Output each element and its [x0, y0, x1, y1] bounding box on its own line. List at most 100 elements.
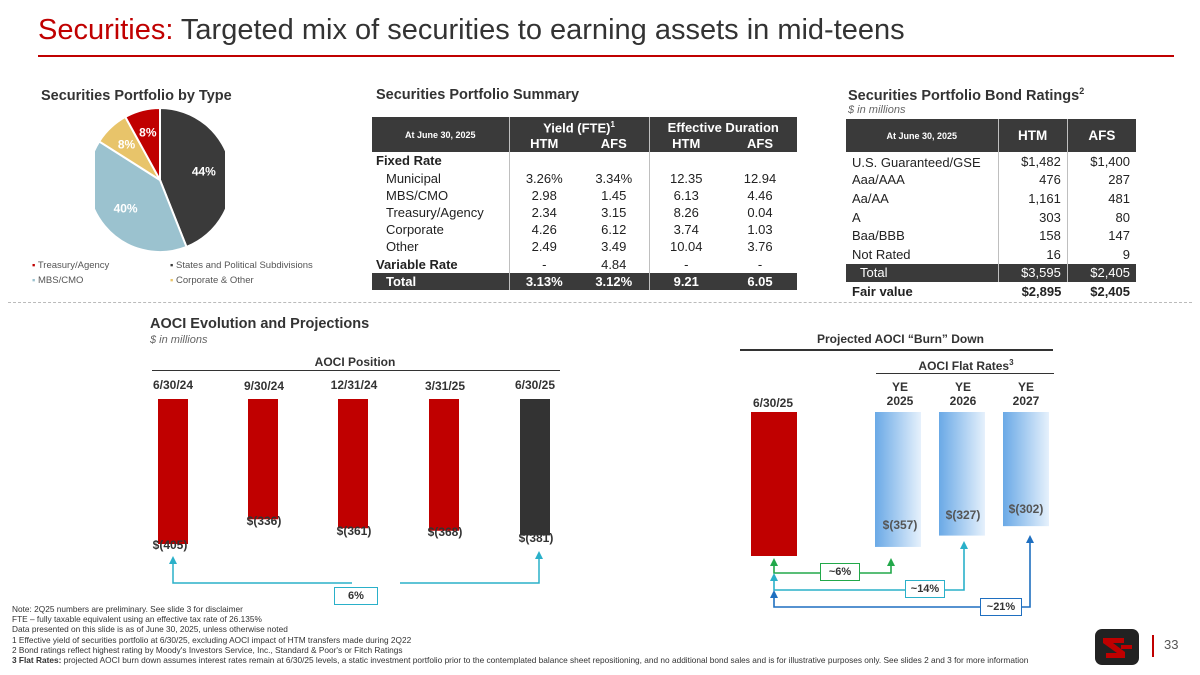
- arrow-up-icon: [770, 590, 778, 598]
- pie-slice: [159, 106, 225, 249]
- legend-label: MBS/CMO: [38, 275, 84, 286]
- aoci-value-label: $(381): [518, 531, 554, 545]
- yield-htm: -: [508, 255, 579, 273]
- table-row: Municipal 3.26% 3.34% 12.35 12.94: [372, 169, 797, 187]
- empty-cell: [723, 152, 797, 169]
- yield-htm: 3.26%: [508, 169, 579, 187]
- title-rule: [38, 55, 1174, 57]
- burn-bar: [875, 412, 921, 547]
- burn-bar: [939, 412, 985, 536]
- burn-21pct-pill: ~21%: [980, 598, 1022, 616]
- rating-htm: 476: [997, 170, 1068, 190]
- portfolio-pie-chart: 44% 40% 8%8%: [95, 106, 225, 253]
- bond-ratings-footnote: 2: [1079, 86, 1085, 96]
- title-text: Targeted mix of securities to earning as…: [173, 14, 905, 46]
- pie-slice-label: 8%: [139, 126, 157, 140]
- rating-label: Not Rated: [852, 246, 911, 262]
- bond-ratings-subheading: $ in millions: [848, 104, 906, 116]
- aoci-value-label: $(361): [336, 524, 372, 538]
- yield-afs-header: AFS: [579, 135, 649, 153]
- duration-header: Effective Duration: [648, 117, 797, 136]
- arrow-up-icon: [770, 558, 778, 566]
- legend-item-corporate: ▪ Corporate & Other: [170, 275, 254, 286]
- flat-rates-footnote: 3: [1009, 358, 1014, 367]
- row-label: Municipal: [386, 170, 441, 186]
- yield-afs: 3.49: [601, 239, 627, 255]
- yield-afs: 3.34%: [595, 170, 633, 186]
- footnote-line: Note: 2Q25 numbers are preliminary. See …: [12, 604, 243, 614]
- yield-htm: 3.13%: [508, 272, 579, 290]
- summary-asof-header: At June 30, 2025: [372, 117, 509, 153]
- bond-afs-header: AFS: [1066, 119, 1136, 152]
- duration-afs: 0.04: [747, 204, 773, 220]
- arrow-up-icon: [535, 551, 543, 559]
- empty-cell: [648, 152, 723, 170]
- table-row: MBS/CMO 2.98 1.45 6.13 4.46: [372, 186, 797, 204]
- yield-afs: 3.15: [601, 204, 627, 220]
- flat-rates-label: AOCI Flat Rates3: [876, 358, 1056, 373]
- table-row: Not Rated 16 9: [846, 244, 1136, 264]
- legend-label: Corporate & Other: [176, 275, 254, 286]
- row-label: Other: [386, 239, 419, 255]
- arrow-up-icon: [887, 558, 895, 566]
- legend-item-states: ▪ States and Political Subdivisions: [170, 260, 313, 271]
- burn-down-heading: Projected AOCI “Burn” Down: [817, 332, 984, 346]
- bond-ratings-heading: Securities Portfolio Bond Ratings2: [848, 86, 1084, 104]
- burn-value-label: $(327): [945, 508, 981, 522]
- rating-label: Aaa/AAA: [852, 172, 905, 188]
- burn-date-label: YE 2025: [872, 380, 928, 408]
- row-label: Treasury/Agency: [386, 204, 484, 220]
- burn-date-label: YE 2026: [935, 380, 991, 408]
- page-title: Securities: Targeted mix of securities t…: [38, 14, 905, 47]
- burn-value-label: $(357): [882, 518, 918, 532]
- row-label: Corporate: [386, 222, 444, 238]
- pie-slice-label: 44%: [192, 165, 216, 179]
- burn-14pct-pill: ~14%: [905, 580, 945, 598]
- footnotes: Note: 2Q25 numbers are preliminary. See …: [12, 604, 1028, 665]
- summary-heading: Securities Portfolio Summary: [376, 87, 580, 103]
- flat-rates-rule: [876, 373, 1054, 374]
- burn-value-label: $(302): [1008, 502, 1044, 516]
- footnote-3-label: 3 Flat Rates:: [12, 655, 62, 666]
- bond-ratings-heading-text: Securities Portfolio Bond Ratings: [848, 87, 1080, 104]
- rating-htm: $1,482: [997, 152, 1068, 171]
- summary-total-row: Total 3.13% 3.12% 9.21 6.05: [372, 272, 797, 290]
- duration-htm: 8.26: [648, 203, 723, 222]
- page-number: 33: [1164, 637, 1179, 652]
- total-label: Total: [372, 272, 509, 290]
- rating-label: A: [852, 209, 861, 225]
- aoci-bar: [248, 399, 278, 520]
- yield-afs: 4.84: [601, 256, 627, 272]
- duration-htm: 3.74: [648, 221, 723, 239]
- burn-date-line2: 2026: [949, 394, 977, 408]
- burn-date-line2: 2025: [886, 394, 914, 408]
- bond-ratings-table: At June 30, 2025 HTM AFS U.S. Guaranteed…: [846, 119, 1136, 301]
- rating-afs: 147: [1066, 226, 1136, 245]
- duration-htm: 6.13: [648, 186, 723, 204]
- table-row: U.S. Guaranteed/GSE $1,482 $1,400: [846, 152, 1136, 171]
- table-row: Baa/BBB 158 147: [846, 226, 1136, 245]
- table-row: Other 2.49 3.49 10.04 3.76: [372, 238, 797, 256]
- burn-date-label: 6/30/25: [752, 396, 794, 410]
- aoci-bar: [520, 399, 550, 536]
- title-accent: Securities:: [38, 14, 174, 46]
- arrow-up-icon: [169, 556, 177, 564]
- burn-21pct-connector: [773, 543, 1031, 608]
- rating-htm: $3,595: [997, 263, 1068, 283]
- duration-afs: 1.03: [747, 222, 773, 238]
- fair-value-afs: $2,405: [1090, 283, 1130, 299]
- table-row: Aaa/AAA 476 287: [846, 170, 1136, 190]
- page-number-divider: [1152, 635, 1154, 657]
- burn-date-label: YE 2027: [998, 380, 1054, 408]
- rating-label: U.S. Guaranteed/GSE: [852, 155, 981, 171]
- legend-marker: ▪: [170, 275, 177, 286]
- duration-afs: -: [757, 256, 763, 272]
- legend-item-mbs: ▪ MBS/CMO: [32, 275, 83, 286]
- rating-afs: $2,405: [1066, 263, 1136, 283]
- aoci-bar: [158, 399, 188, 544]
- duration-htm-header: HTM: [648, 135, 723, 153]
- aoci-bar: [429, 399, 459, 531]
- duration-afs: 4.46: [747, 187, 773, 203]
- aoci-date-label: 9/30/24: [243, 379, 285, 393]
- burn-down-rule: [740, 349, 1053, 351]
